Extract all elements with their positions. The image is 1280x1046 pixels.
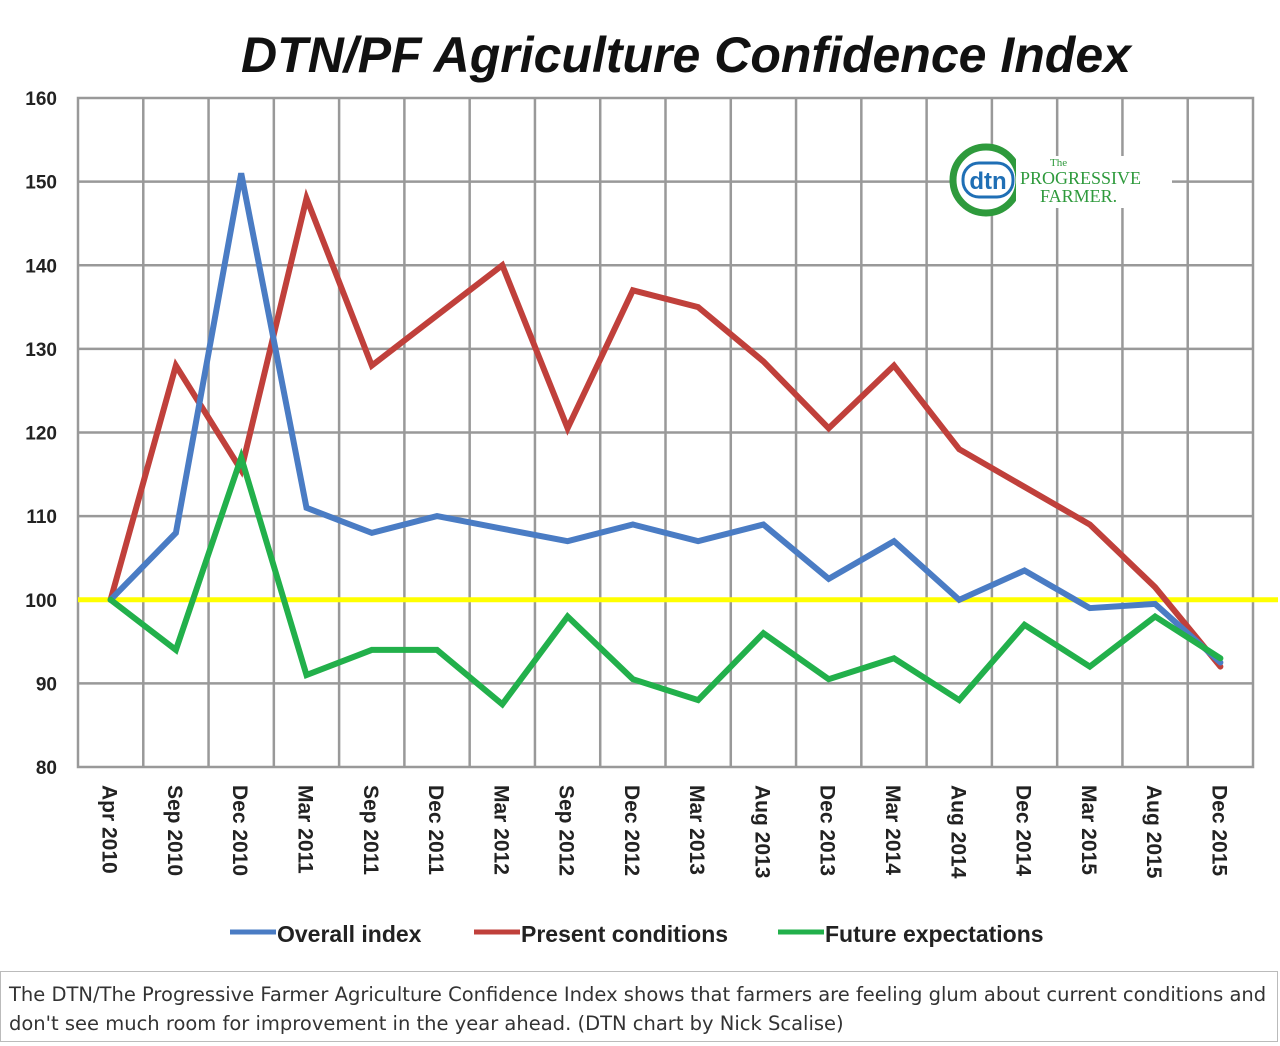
chart: DTN/PF Agriculture Confidence Index 80 90… (25, 27, 1278, 947)
x-tick-label: Dec 2013 (816, 785, 839, 876)
y-tick-label: 90 (36, 674, 57, 695)
chart-caption: The DTN/The Progressive Farmer Agricultu… (0, 971, 1278, 1042)
series-lines (78, 172, 1278, 709)
chart-title: DTN/PF Agriculture Confidence Index (241, 27, 1133, 83)
x-tick-label: Sep 2012 (555, 785, 578, 876)
x-tick-label: Dec 2015 (1207, 785, 1230, 876)
x-tick-label: Mar 2012 (489, 785, 512, 875)
x-tick-label: Dec 2012 (620, 785, 643, 876)
legend-label-present: Present conditions (521, 921, 728, 947)
y-tick-label: 130 (25, 340, 57, 361)
logo-text-bg (1016, 156, 1172, 208)
dtn-progressive-farmer-logo: dtn The PROGRESSIVE FARMER. (949, 143, 1172, 217)
logo-badge (961, 161, 1015, 199)
series-line-future (107, 447, 1224, 709)
logo-farmer-text: FARMER. (1040, 186, 1117, 206)
x-tick-label: Apr 2010 (98, 785, 121, 874)
logo-progressive-text: PROGRESSIVE (1020, 168, 1141, 188)
series-line-overall (107, 172, 1224, 666)
y-tick-label: 160 (25, 89, 57, 110)
x-tick-label: Mar 2014 (881, 785, 904, 875)
x-tick-label: Sep 2010 (163, 785, 186, 876)
y-tick-label: 80 (36, 758, 57, 779)
y-tick-label: 120 (25, 424, 57, 445)
x-tick-label: Mar 2013 (685, 785, 708, 875)
x-tick-label: Aug 2013 (750, 785, 773, 878)
x-tick-label: Sep 2011 (359, 785, 382, 875)
x-tick-label: Aug 2015 (1142, 785, 1165, 879)
x-axis-ticks: Apr 2010 Sep 2010 Dec 2010 Mar 2011 Sep 2011… (98, 785, 1231, 879)
logo-dtn-text: dtn (969, 168, 1006, 195)
legend-label-future: Future expectations (825, 921, 1044, 947)
logo-the-text: The (1050, 157, 1067, 169)
series-line-present (107, 188, 1224, 670)
y-axis-ticks: 80 90 100 110 120 130 140 150 160 (25, 89, 57, 779)
x-tick-label: Mar 2011 (293, 785, 316, 874)
x-tick-label: Mar 2015 (1077, 785, 1100, 875)
x-tick-label: Aug 2014 (946, 785, 969, 879)
x-tick-label: Dec 2010 (228, 785, 251, 876)
y-tick-label: 110 (26, 507, 57, 528)
legend: Overall index Present conditions Future … (230, 921, 1044, 947)
y-tick-label: 150 (25, 173, 57, 194)
x-tick-label: Dec 2014 (1012, 785, 1035, 876)
x-tick-label: Dec 2011 (424, 785, 447, 875)
legend-label-overall: Overall index (277, 921, 422, 947)
y-tick-label: 140 (25, 256, 57, 277)
y-tick-label: 100 (25, 591, 57, 612)
